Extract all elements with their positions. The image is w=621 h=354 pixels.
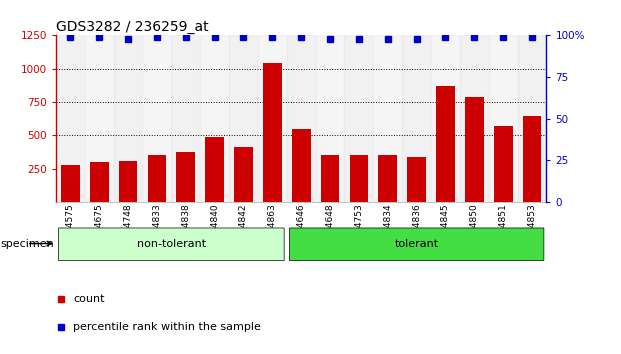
Bar <box>114 35 142 202</box>
Bar <box>292 129 310 202</box>
Bar <box>350 155 368 202</box>
Bar <box>287 35 315 202</box>
Bar <box>56 35 84 202</box>
Bar <box>258 35 287 202</box>
Bar <box>61 165 79 202</box>
Text: non-tolerant: non-tolerant <box>137 239 206 249</box>
Text: percentile rank within the sample: percentile rank within the sample <box>73 322 261 332</box>
Bar <box>407 157 426 202</box>
Bar <box>90 162 109 202</box>
Bar <box>436 86 455 202</box>
Bar <box>119 161 137 202</box>
Bar <box>142 35 171 202</box>
Bar <box>465 97 484 202</box>
Text: tolerant: tolerant <box>394 239 438 249</box>
Bar <box>229 35 258 202</box>
Bar <box>523 116 542 202</box>
Bar <box>84 35 114 202</box>
Bar <box>315 35 345 202</box>
Bar <box>373 35 402 202</box>
Text: specimen: specimen <box>0 239 54 249</box>
Text: GDS3282 / 236259_at: GDS3282 / 236259_at <box>56 21 209 34</box>
Bar <box>320 155 340 202</box>
FancyBboxPatch shape <box>58 228 284 261</box>
Bar <box>176 152 195 202</box>
Bar <box>378 155 397 202</box>
Bar <box>205 137 224 202</box>
Bar <box>460 35 489 202</box>
Bar <box>234 147 253 202</box>
Bar <box>345 35 373 202</box>
Text: count: count <box>73 294 104 304</box>
Bar <box>494 126 512 202</box>
FancyBboxPatch shape <box>289 228 544 261</box>
Bar <box>200 35 229 202</box>
Bar <box>489 35 518 202</box>
Bar <box>402 35 431 202</box>
Bar <box>263 63 282 202</box>
Bar <box>148 155 166 202</box>
Bar <box>518 35 546 202</box>
Bar <box>431 35 460 202</box>
Bar <box>171 35 200 202</box>
